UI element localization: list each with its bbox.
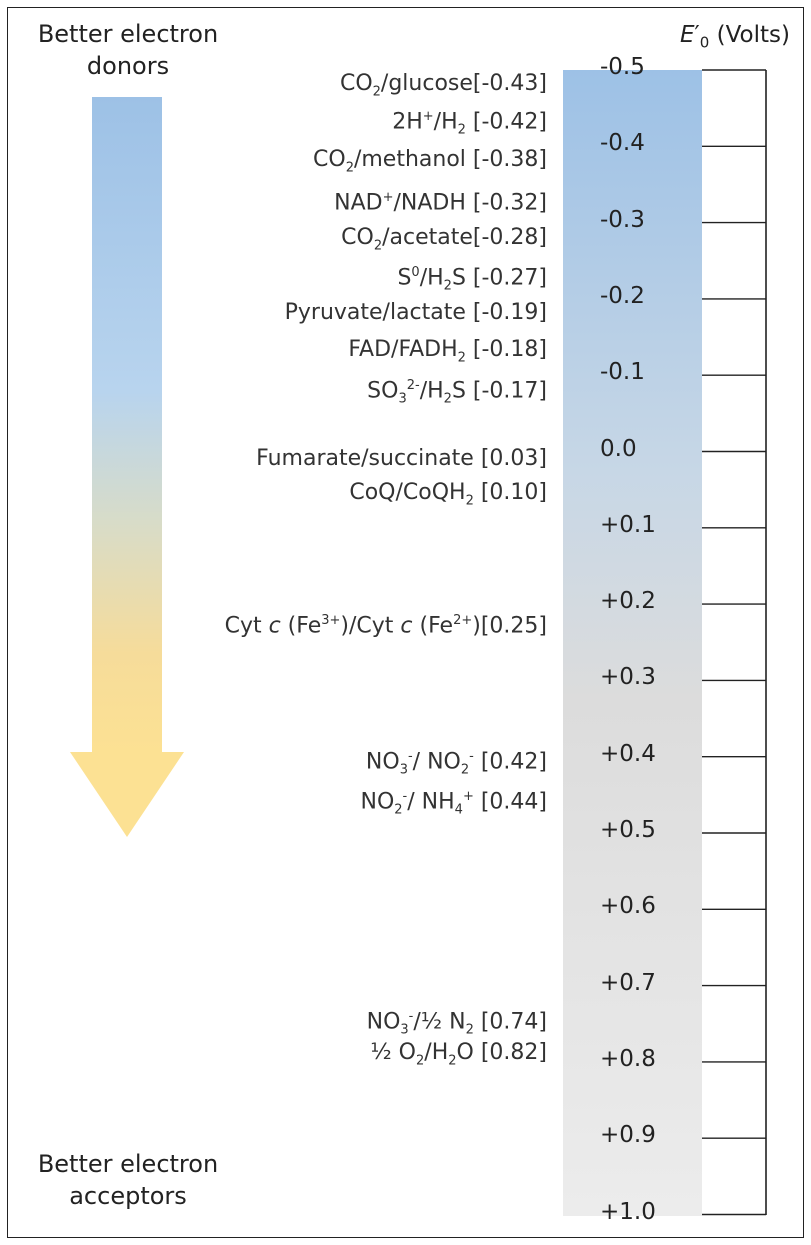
axis-title: E′0 (Volts) — [680, 22, 790, 52]
donors-caption: Better electron donors — [8, 18, 248, 82]
redox-couple: CO2/glucose[-0.43] — [339, 71, 547, 100]
redox-couple: ½ O2/H2O [0.82] — [370, 1040, 547, 1069]
donors-caption-line1: Better electron — [37, 20, 219, 48]
donors-caption-line2: donors — [86, 52, 170, 80]
potential-scale-bar — [563, 70, 702, 1216]
redox-couple: NO2-/ NH4+ [0.44] — [360, 789, 547, 818]
tick-label: +0.7 — [600, 969, 656, 996]
acceptors-caption-line1: Better electron — [37, 1150, 219, 1178]
tick-label: -0.4 — [600, 130, 645, 157]
redox-couple: NO3-/ NO2- [0.42] — [365, 749, 547, 778]
axis-title-symbol: E — [680, 22, 695, 48]
gradient-arrow-shaft — [92, 97, 162, 752]
redox-couple: SO32-/H2S [-0.17] — [367, 378, 547, 407]
redox-couple: Cyt c (Fe3+)/Cyt c (Fe2+)[0.25] — [224, 613, 547, 639]
arrow-down-icon — [70, 752, 184, 837]
tick-label: +0.2 — [600, 588, 656, 615]
redox-couple: Fumarate/succinate [0.03] — [256, 446, 547, 471]
axis-title-unit: (Volts) — [716, 22, 790, 48]
tick-label: -0.2 — [600, 282, 645, 309]
tick-label: +0.8 — [600, 1045, 656, 1072]
tick-label: -0.5 — [600, 54, 645, 80]
redox-couple: CO2/acetate[-0.28] — [341, 225, 547, 254]
axis-title-prime: ′ — [694, 22, 700, 48]
acceptors-caption: Better electron acceptors — [8, 1148, 248, 1212]
axis-title-sub: 0 — [699, 33, 710, 52]
redox-couple: NAD+/NADH [-0.32] — [334, 190, 547, 216]
tick-label: +0.6 — [600, 893, 656, 920]
redox-couple: CO2/methanol [-0.38] — [313, 147, 547, 176]
redox-couple: 2H+/H2 [-0.42] — [392, 109, 547, 138]
redox-couple: CoQ/CoQH2 [0.10] — [349, 480, 547, 509]
tick-label: +0.9 — [600, 1122, 656, 1149]
tick-label: 0.0 — [600, 435, 637, 462]
tick-label: +0.5 — [600, 817, 656, 843]
redox-couple: FAD/FADH2 [-0.18] — [348, 337, 547, 366]
acceptors-caption-line2: acceptors — [69, 1182, 187, 1210]
tick-label: -0.3 — [600, 206, 645, 233]
redox-couple: Pyruvate/lactate [-0.19] — [284, 300, 547, 325]
redox-couple: S0/H2S [-0.27] — [397, 265, 547, 294]
tick-label: +0.1 — [600, 511, 656, 538]
figure-frame — [7, 7, 804, 1238]
redox-couple: NO3-/½ N2 [0.74] — [366, 1009, 547, 1038]
tick-label: -0.1 — [600, 359, 645, 386]
tick-label: +0.3 — [600, 664, 656, 691]
tick-label: +1.0 — [600, 1198, 656, 1225]
tick-label: +0.4 — [600, 740, 656, 767]
